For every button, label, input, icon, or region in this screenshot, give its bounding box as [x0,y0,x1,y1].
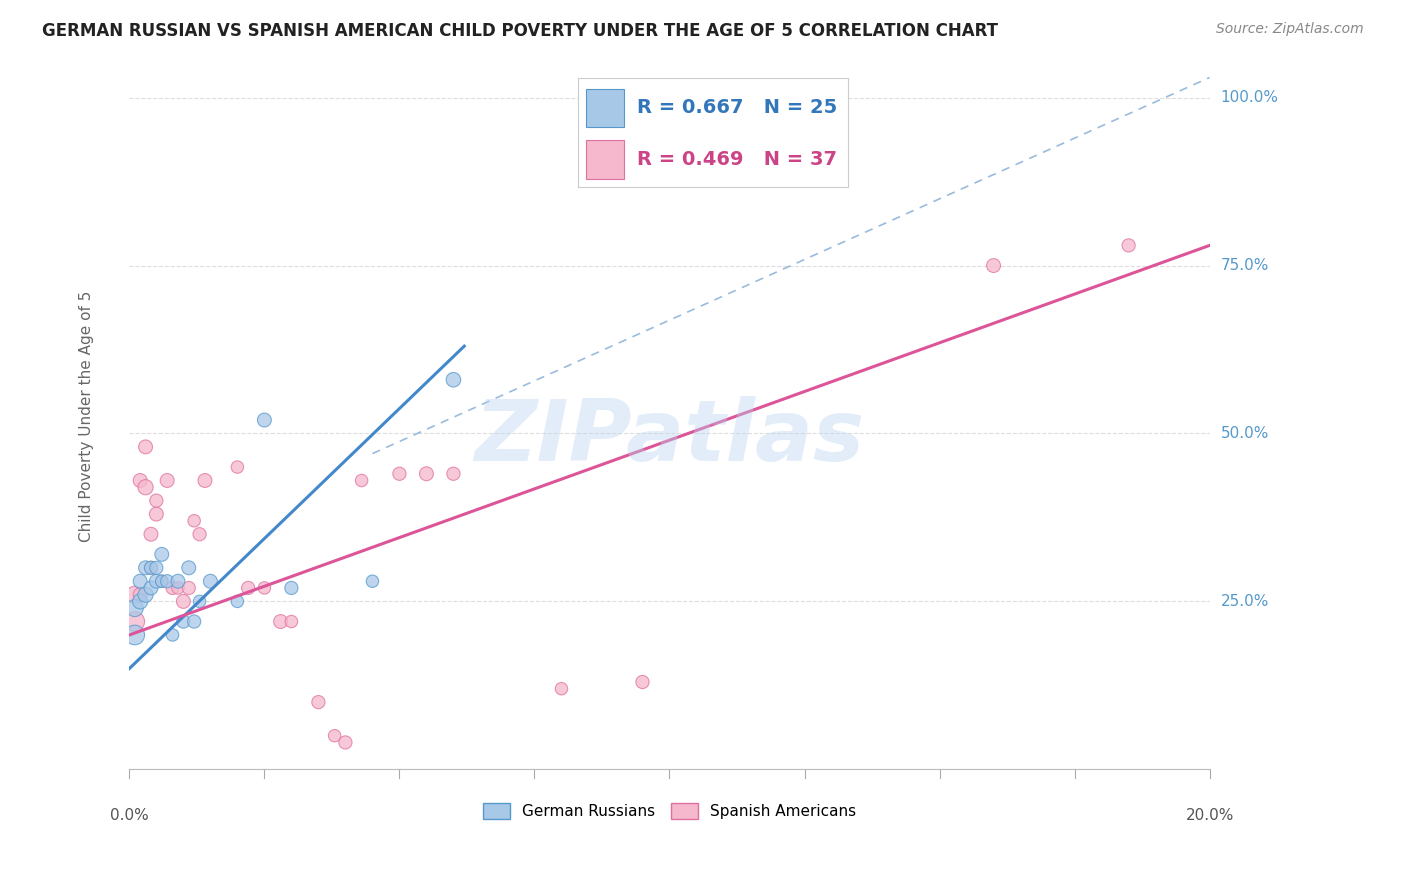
Point [361,574,384,589]
Point [135,480,157,494]
Point [156,574,179,589]
Point [167,574,190,589]
Point [253,581,276,595]
Point [323,729,346,743]
Point [135,588,157,602]
Point [200,574,222,589]
Point [145,507,167,521]
Text: Source: ZipAtlas.com: Source: ZipAtlas.com [1216,22,1364,37]
Point [226,460,249,475]
Point [150,574,173,589]
Point [129,594,152,608]
Point [415,467,437,481]
Point [139,561,162,575]
Point [129,474,152,488]
Text: ZIPatlas: ZIPatlas [474,396,865,479]
Point [1118,238,1140,252]
Text: 0.0%: 0.0% [110,808,149,823]
Point [145,493,167,508]
Point [658,111,681,125]
Point [135,440,157,454]
Point [139,527,162,541]
Point [238,581,260,595]
Point [124,628,146,642]
Point [145,574,167,589]
Point [162,581,184,595]
Point [388,467,411,481]
Point [150,574,173,589]
Point [167,581,190,595]
Point [135,561,157,575]
Point [124,615,146,629]
Point [150,547,173,561]
Point [631,675,654,690]
Point [177,561,200,575]
Point [307,695,329,709]
Point [172,615,194,629]
Point [350,474,373,488]
Text: 75.0%: 75.0% [1220,258,1268,273]
Point [183,615,205,629]
Point [172,594,194,608]
Point [188,527,211,541]
Point [177,581,200,595]
Point [270,615,292,629]
Point [820,111,842,125]
Point [145,561,167,575]
Point [280,581,302,595]
Text: Child Poverty Under the Age of 5: Child Poverty Under the Age of 5 [79,291,94,542]
Point [129,588,152,602]
Point [124,601,146,615]
Point [443,467,465,481]
Point [156,474,179,488]
Legend: German Russians, Spanish Americans: German Russians, Spanish Americans [477,797,863,825]
Point [253,413,276,427]
Point [183,514,205,528]
Point [124,588,146,602]
Point [226,594,249,608]
Text: 20.0%: 20.0% [1185,808,1234,823]
Text: 100.0%: 100.0% [1220,90,1278,105]
Point [139,561,162,575]
Text: 50.0%: 50.0% [1220,426,1268,441]
Point [983,259,1005,273]
Text: 25.0%: 25.0% [1220,594,1268,609]
Point [335,735,357,749]
Text: GERMAN RUSSIAN VS SPANISH AMERICAN CHILD POVERTY UNDER THE AGE OF 5 CORRELATION : GERMAN RUSSIAN VS SPANISH AMERICAN CHILD… [42,22,998,40]
Point [162,628,184,642]
Point [550,681,572,696]
Point [194,474,217,488]
Point [280,615,302,629]
Point [188,594,211,608]
Point [129,574,152,589]
Point [139,581,162,595]
Point [443,373,465,387]
